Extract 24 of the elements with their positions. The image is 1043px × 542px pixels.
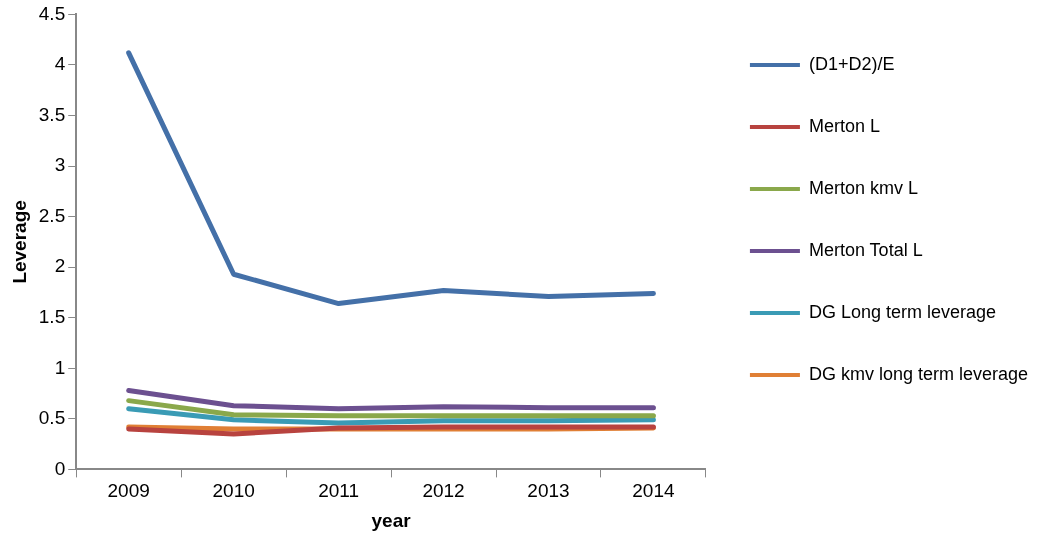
legend-label: Merton kmv L [808,177,918,198]
x-tick-label: 2011 [318,480,360,502]
y-tick-label: 4.5 [38,2,66,24]
x-tick-label: 2009 [107,480,150,502]
y-axis-title: Leverage [8,200,30,284]
x-axis-title: year [371,509,412,531]
y-tick-label: 1.5 [38,305,66,327]
x-tick-label: 2010 [212,480,255,502]
y-tick-label: 2.5 [38,204,66,226]
legend-label: Merton L [808,115,880,136]
y-tick-label: 0 [54,457,66,479]
y-tick-label: 0.5 [38,407,66,429]
y-tick-label: 3.5 [38,103,66,125]
legend-label: Merton Total L [808,239,923,260]
x-tick-label: 2014 [632,480,676,502]
legend-label: (D1+D2)/E [808,53,895,74]
y-tick-label: 1 [54,356,66,378]
legend-label: DG Long term leverage [808,301,997,322]
y-tick-label: 4 [54,53,66,75]
x-tick-label: 2013 [527,480,570,502]
y-tick-label: 3 [54,154,66,176]
x-tick-label: 2012 [422,480,465,502]
y-tick-label: 2 [54,255,66,277]
legend-label: DG kmv long term leverage [808,363,1028,384]
